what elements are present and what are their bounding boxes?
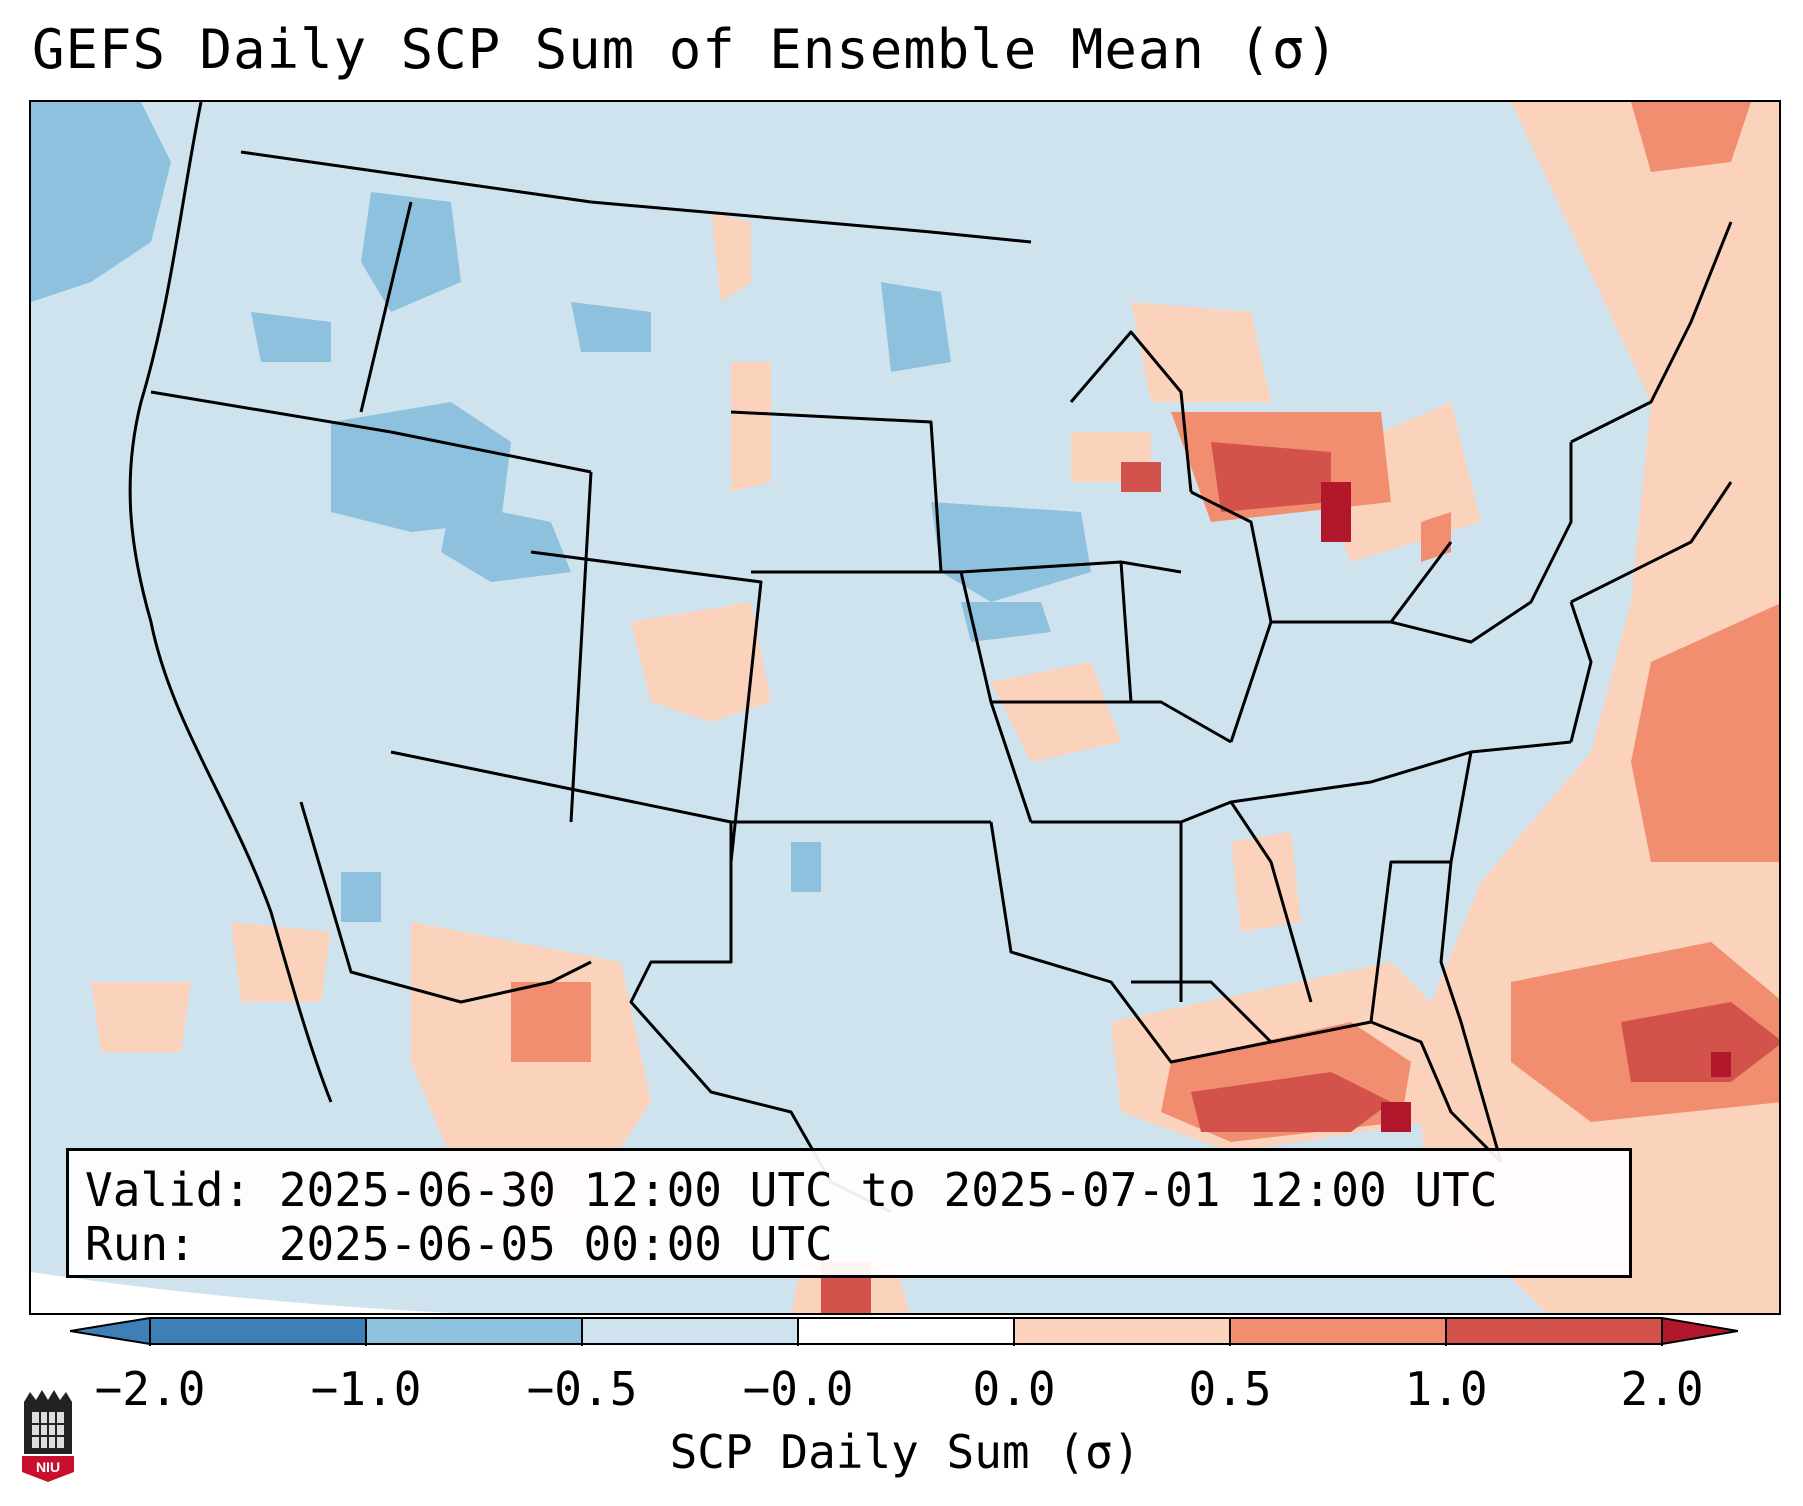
colorbar-segment-1	[150, 1318, 366, 1344]
info-box: Valid: 2025-06-30 12:00 UTC to 2025-07-0…	[66, 1148, 1632, 1278]
colorbar-tick: −1.0	[310, 1362, 422, 1416]
colorbar-tick: 2.0	[1620, 1362, 1704, 1416]
colorbar-segment-3	[582, 1318, 798, 1344]
colorbar-segment-6	[1230, 1318, 1446, 1344]
map-svg	[31, 102, 1779, 1313]
colorbar-segment-7	[1446, 1318, 1662, 1344]
niu-logo: NIU	[22, 1390, 74, 1482]
boundaries	[128, 102, 1733, 1214]
run-line: Run: 2025-06-05 00:00 UTC	[85, 1217, 833, 1271]
colorbar	[70, 1317, 1738, 1346]
extreme-anomaly-patches	[1321, 482, 1731, 1132]
negative-anomaly-patches	[31, 102, 1091, 922]
colorbar-segment-2	[366, 1318, 582, 1344]
colorbar-tick: 0.5	[1188, 1362, 1272, 1416]
map-area[interactable]	[29, 100, 1781, 1315]
valid-line: Valid: 2025-06-30 12:00 UTC to 2025-07-0…	[85, 1163, 1498, 1217]
map-title: GEFS Daily SCP Sum of Ensemble Mean (σ)	[32, 18, 1339, 81]
colorbar-tick: −0.5	[526, 1362, 638, 1416]
colorbar-label: SCP Daily Sum (σ)	[669, 1425, 1141, 1479]
colorbar-tick: −2.0	[94, 1362, 206, 1416]
logo-text: NIU	[36, 1459, 60, 1475]
colorbar-tick: −0.0	[742, 1362, 854, 1416]
colorbar-segment-4	[798, 1318, 1014, 1344]
positive-anomaly-patches	[91, 102, 1779, 1313]
colorbar-segment-5	[1014, 1318, 1230, 1344]
colorbar-extend-high	[1662, 1318, 1738, 1344]
colorbar-tick: 0.0	[972, 1362, 1056, 1416]
colorbar-tick: 1.0	[1404, 1362, 1488, 1416]
projection-edge	[31, 1272, 452, 1313]
colorbar-extend-low	[70, 1318, 150, 1344]
